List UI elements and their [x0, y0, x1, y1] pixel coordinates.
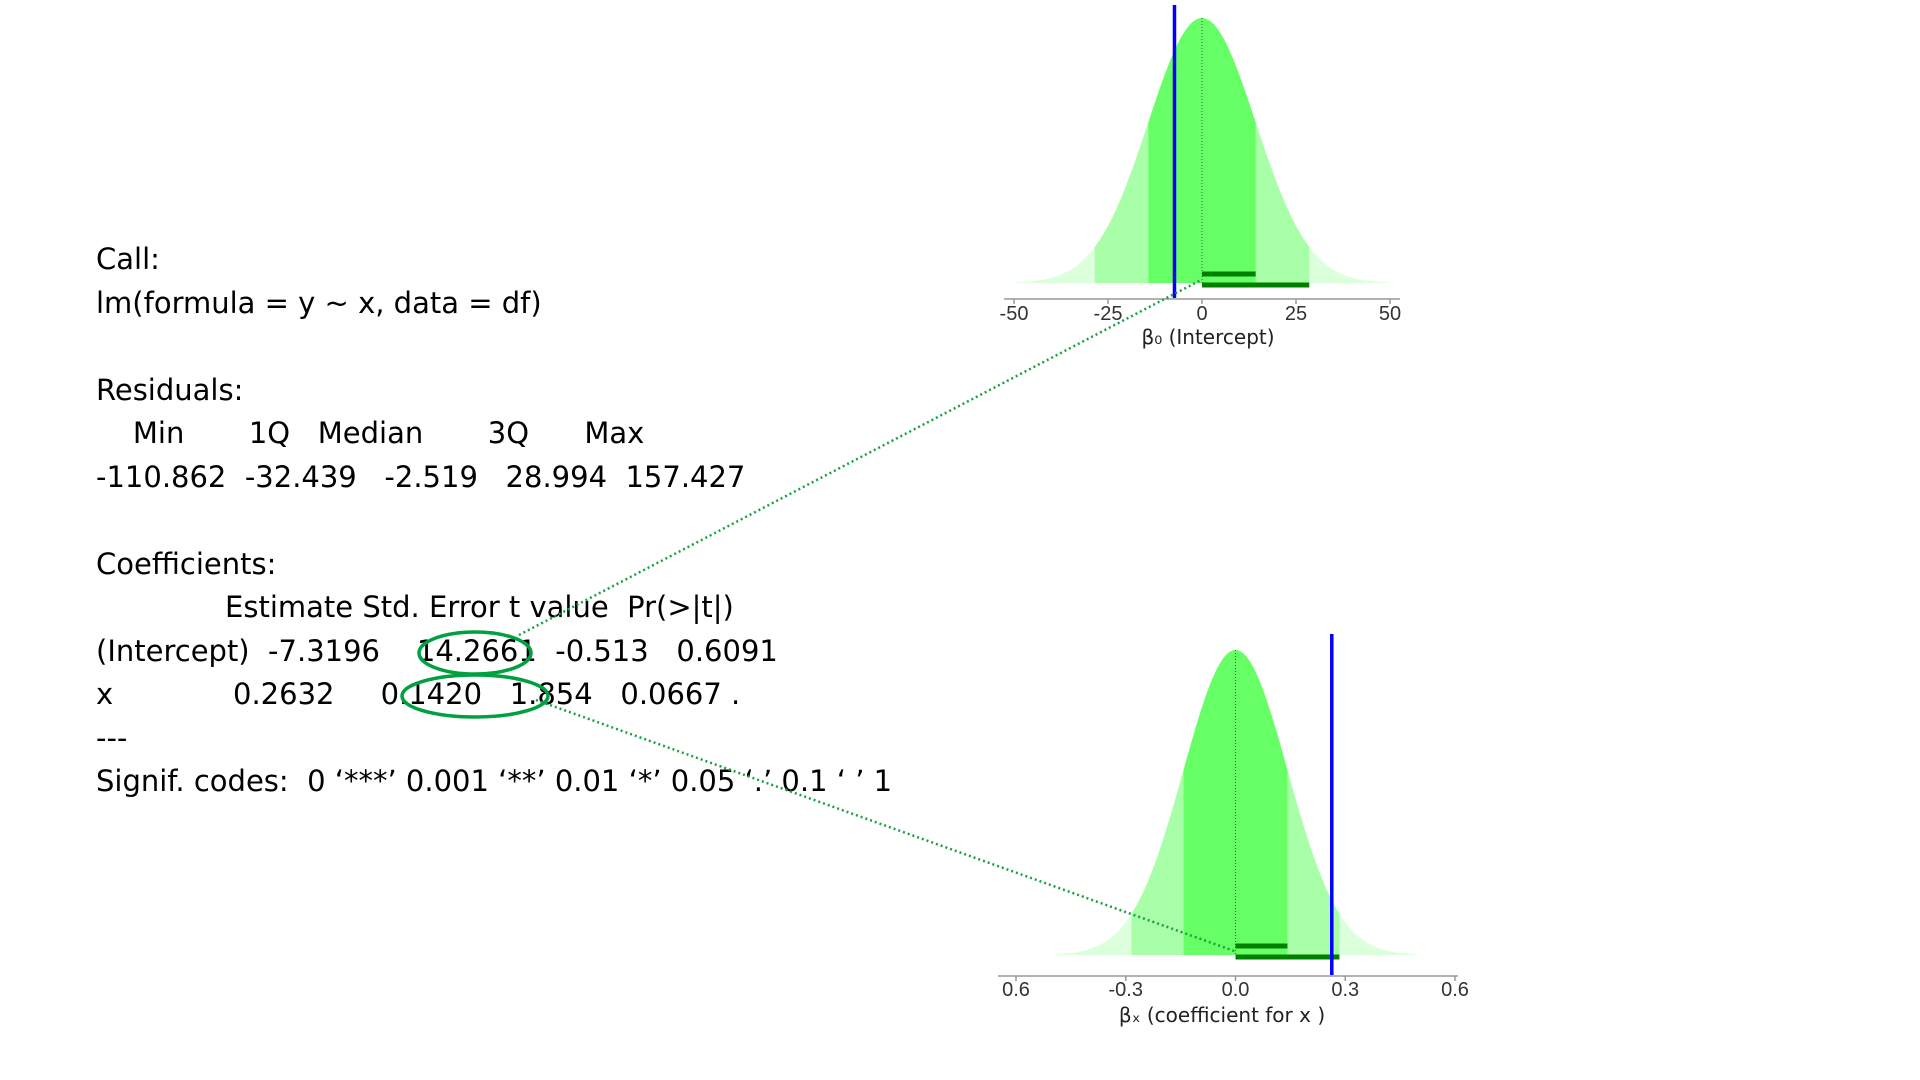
x-tick-label: -0.3: [1109, 979, 1143, 1001]
output-line: Coefficients:: [96, 546, 277, 581]
output-line: Signif. codes: 0 ‘***’ 0.001 ‘**’ 0.01 ‘…: [96, 764, 893, 798]
distribution-panel-2: 0.6 -0.3 0.0 0.3 0.6 βₓ (coefficient for x ): [998, 634, 1469, 1027]
x-tick-label: 0.3: [1331, 979, 1359, 1001]
x-tick-label: 0.0: [1222, 979, 1250, 1001]
x-tick-label: 0.6: [1441, 979, 1469, 1001]
output-line: -110.862 -32.439 -2.519 28.994 157.427: [96, 459, 746, 494]
x-axis-label: β₀ (Intercept): [1141, 325, 1274, 349]
x-tick-label: -50: [1000, 303, 1029, 325]
standard-error-highlight: [417, 630, 533, 676]
output-line: lm(formula = y ~ x, data = df): [96, 285, 542, 320]
x-tick-label: -25: [1094, 303, 1123, 325]
x-tick-label: 50: [1379, 303, 1401, 325]
density-inner-band: [1183, 650, 1288, 955]
x-tick-label: 0.6: [1002, 979, 1030, 1001]
x-tick-label: 0: [1196, 303, 1207, 325]
output-line: ---: [96, 720, 128, 755]
x-axis-label: βₓ (coefficient for x ): [1119, 1003, 1325, 1027]
output-line: (Intercept) -7.3196 14.2661 -0.513 0.609…: [96, 633, 778, 668]
x-tick-label: 25: [1285, 303, 1307, 325]
connector-line: [518, 278, 1203, 637]
output-line: Min 1Q Median 3Q Max: [96, 416, 645, 450]
connector-line: [535, 698, 1236, 953]
output-line: Residuals:: [96, 372, 244, 407]
output-line: Call:: [96, 242, 160, 276]
standard-error-highlight: [400, 673, 550, 719]
output-line: x 0.2632 0.1420 1.854 0.0667 .: [96, 677, 741, 711]
output-line: Estimate Std. Error t value Pr(>|t|): [96, 590, 734, 624]
distribution-panel-1: -50 -25 0 25 50 β₀ (Intercept): [1000, 5, 1401, 349]
regression-output: Call: lm(formula = y ~ x, data = df) Res…: [96, 238, 892, 804]
